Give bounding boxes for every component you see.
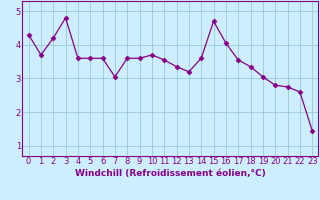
X-axis label: Windchill (Refroidissement éolien,°C): Windchill (Refroidissement éolien,°C) [75, 169, 266, 178]
